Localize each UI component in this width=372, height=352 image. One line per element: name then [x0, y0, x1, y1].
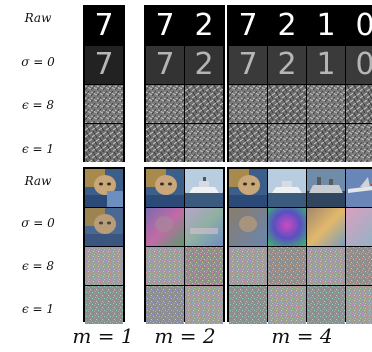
column-label-m4: m = 4 [252, 320, 352, 352]
cifar-sigma0-blend [229, 208, 267, 246]
column-label-m1: m = 1 [62, 320, 144, 352]
mnist-eps1-cell [85, 124, 123, 162]
mnist-eps1-cell [146, 124, 184, 162]
cifar-eps8-noise [185, 247, 223, 285]
cifar-raw-ship-image [268, 169, 306, 207]
mnist-eps1-cell [346, 124, 372, 162]
mnist-raw-cell: 0 [346, 7, 372, 45]
row-label-raw-cifar: Raw [0, 171, 76, 191]
cifar-group-m2 [144, 167, 225, 322]
mnist-eps1-cell [185, 124, 223, 162]
mnist-sigma0-cell: 7 [146, 46, 184, 84]
mnist-digit: 2 [185, 46, 223, 84]
cifar-raw-cat-image [229, 169, 267, 207]
cifar-eps8-noise [268, 247, 306, 285]
row-label-epsilon-8: ϵ = 8 [0, 95, 76, 115]
cifar-eps1-noise [346, 286, 372, 324]
cifar-eps1-noise [146, 286, 184, 324]
row-label-sigma-0: σ = 0 [0, 52, 76, 72]
mnist-digit: 1 [307, 7, 345, 45]
mnist-raw-cell: 7 [229, 7, 267, 45]
mnist-group-m4: 7 2 1 0 7 2 1 0 [227, 5, 372, 162]
mnist-digit: 7 [229, 7, 267, 45]
mnist-group-m2: 7 2 7 2 [144, 5, 225, 162]
cifar-eps8-noise [307, 247, 345, 285]
mnist-eps8-cell [229, 85, 267, 123]
mnist-eps1-cell [307, 124, 345, 162]
row-label-sigma-0-cifar: σ = 0 [0, 213, 76, 233]
cifar-eps8-noise [85, 247, 123, 285]
mnist-digit: 7 [229, 46, 267, 84]
mnist-raw-cell: 7 [146, 7, 184, 45]
mnist-eps8-cell [146, 85, 184, 123]
mnist-raw-cell: 2 [185, 7, 223, 45]
row-label-epsilon-8-cifar: ϵ = 8 [0, 256, 76, 276]
mnist-eps8-cell [268, 85, 306, 123]
cifar-eps1-noise [268, 286, 306, 324]
cifar-eps1-noise [185, 286, 223, 324]
cifar-sigma0-blend [268, 208, 306, 246]
mnist-sigma0-cell: 0 [346, 46, 372, 84]
mnist-raw-cell: 1 [307, 7, 345, 45]
mnist-eps1-cell [229, 124, 267, 162]
cifar-sigma0-blend [146, 208, 184, 246]
cifar-eps1-noise [85, 286, 123, 324]
cifar-raw-cat-image [85, 169, 123, 207]
mnist-digit: 1 [307, 46, 345, 84]
mnist-digit: 2 [185, 7, 223, 45]
cifar-raw-cat-image [146, 169, 184, 207]
cifar-eps8-noise [146, 247, 184, 285]
cifar-eps8-noise [346, 247, 372, 285]
cifar-raw-ship-image [307, 169, 345, 207]
cifar-eps8-noise [229, 247, 267, 285]
mnist-eps1-cell [268, 124, 306, 162]
row-label-epsilon-1: ϵ = 1 [0, 139, 76, 159]
mnist-eps8-cell [185, 85, 223, 123]
cifar-eps1-noise [307, 286, 345, 324]
mnist-raw-cell: 2 [268, 7, 306, 45]
column-label-m2: m = 2 [143, 320, 227, 352]
mnist-group-m1: 7 7 [83, 5, 125, 162]
mnist-sigma0-cell: 7 [229, 46, 267, 84]
cifar-sigma0-blend [346, 208, 372, 246]
mnist-digit: 7 [146, 7, 184, 45]
row-label-raw: Raw [0, 8, 76, 28]
mnist-eps8-cell [346, 85, 372, 123]
cifar-eps1-noise [229, 286, 267, 324]
mnist-sigma0-cell: 1 [307, 46, 345, 84]
mnist-digit: 2 [268, 46, 306, 84]
row-label-epsilon-1-cifar: ϵ = 1 [0, 299, 76, 319]
mnist-sigma0-cell: 2 [185, 46, 223, 84]
mnist-eps8-cell [85, 85, 123, 123]
cifar-group-m1 [83, 167, 125, 322]
mnist-digit: 0 [346, 7, 372, 45]
cifar-raw-ship-image [185, 169, 223, 207]
mnist-digit: 7 [85, 7, 123, 45]
mnist-raw-cell: 7 [85, 7, 123, 45]
cifar-sigma0-cat-image [85, 208, 123, 246]
mnist-sigma0-cell: 2 [268, 46, 306, 84]
mnist-digit: 2 [268, 7, 306, 45]
cifar-sigma0-blend [185, 208, 223, 246]
mnist-eps8-cell [307, 85, 345, 123]
mnist-digit: 7 [85, 46, 123, 84]
mnist-digit: 0 [346, 46, 372, 84]
mnist-digit: 7 [146, 46, 184, 84]
cifar-raw-airplane-image [346, 169, 372, 207]
cifar-sigma0-blend [307, 208, 345, 246]
mnist-sigma0-cell: 7 [85, 46, 123, 84]
cifar-group-m4 [227, 167, 372, 322]
